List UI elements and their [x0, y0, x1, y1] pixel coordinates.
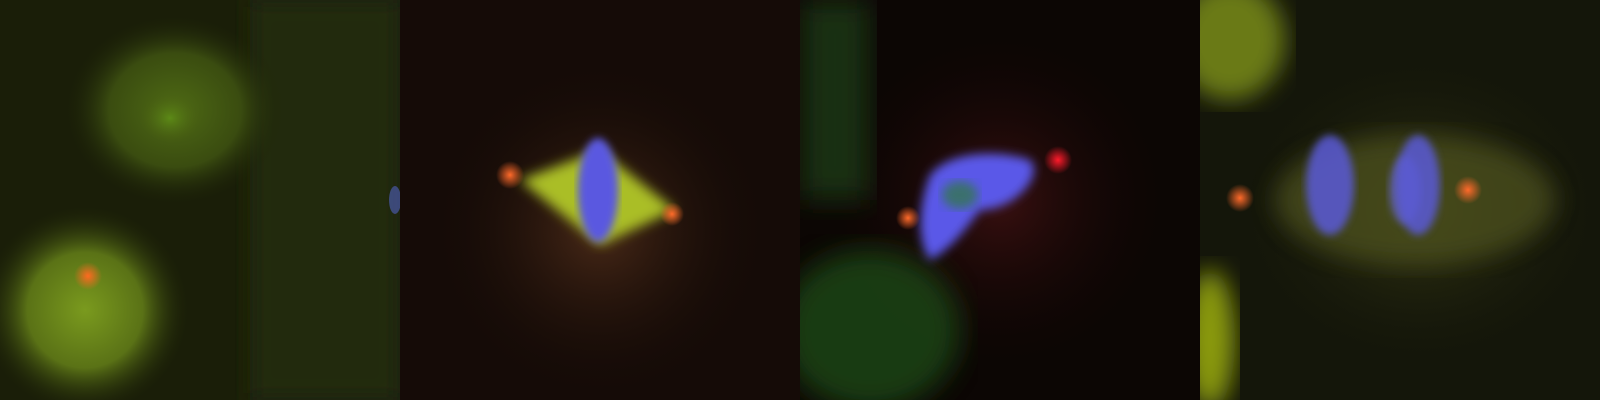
panel-4-image	[1200, 0, 1600, 400]
panel-prometaphase	[800, 0, 1200, 400]
panel-metaphase	[400, 0, 800, 400]
centrosome-left	[1226, 184, 1254, 212]
panel-3-image	[800, 0, 1200, 400]
centrosome-right	[660, 202, 684, 226]
panel-2-image	[400, 0, 800, 400]
lower-cell	[0, 205, 190, 400]
panel-interphase	[0, 0, 400, 400]
upper-nucleus	[140, 93, 200, 143]
centrosome-right	[1454, 176, 1482, 204]
chromatids-left	[1306, 135, 1354, 235]
chromosomes	[578, 138, 618, 242]
chromosome-mass	[920, 153, 1034, 260]
centrosome-spot	[74, 262, 102, 290]
neighbor-cell-bottom	[1200, 270, 1235, 400]
centrosome-left	[496, 161, 524, 189]
panel-1-image	[0, 0, 400, 400]
centrosome-red	[1044, 146, 1072, 174]
centrosome-orange	[896, 206, 920, 230]
edge-dna	[389, 186, 400, 214]
chromatids-right	[1396, 135, 1440, 235]
neighbor-cell-top	[1200, 0, 1285, 100]
neighbor-cell-top	[800, 0, 870, 200]
neighbor-cell-bottom	[800, 250, 960, 400]
panel-anaphase	[1200, 0, 1600, 400]
